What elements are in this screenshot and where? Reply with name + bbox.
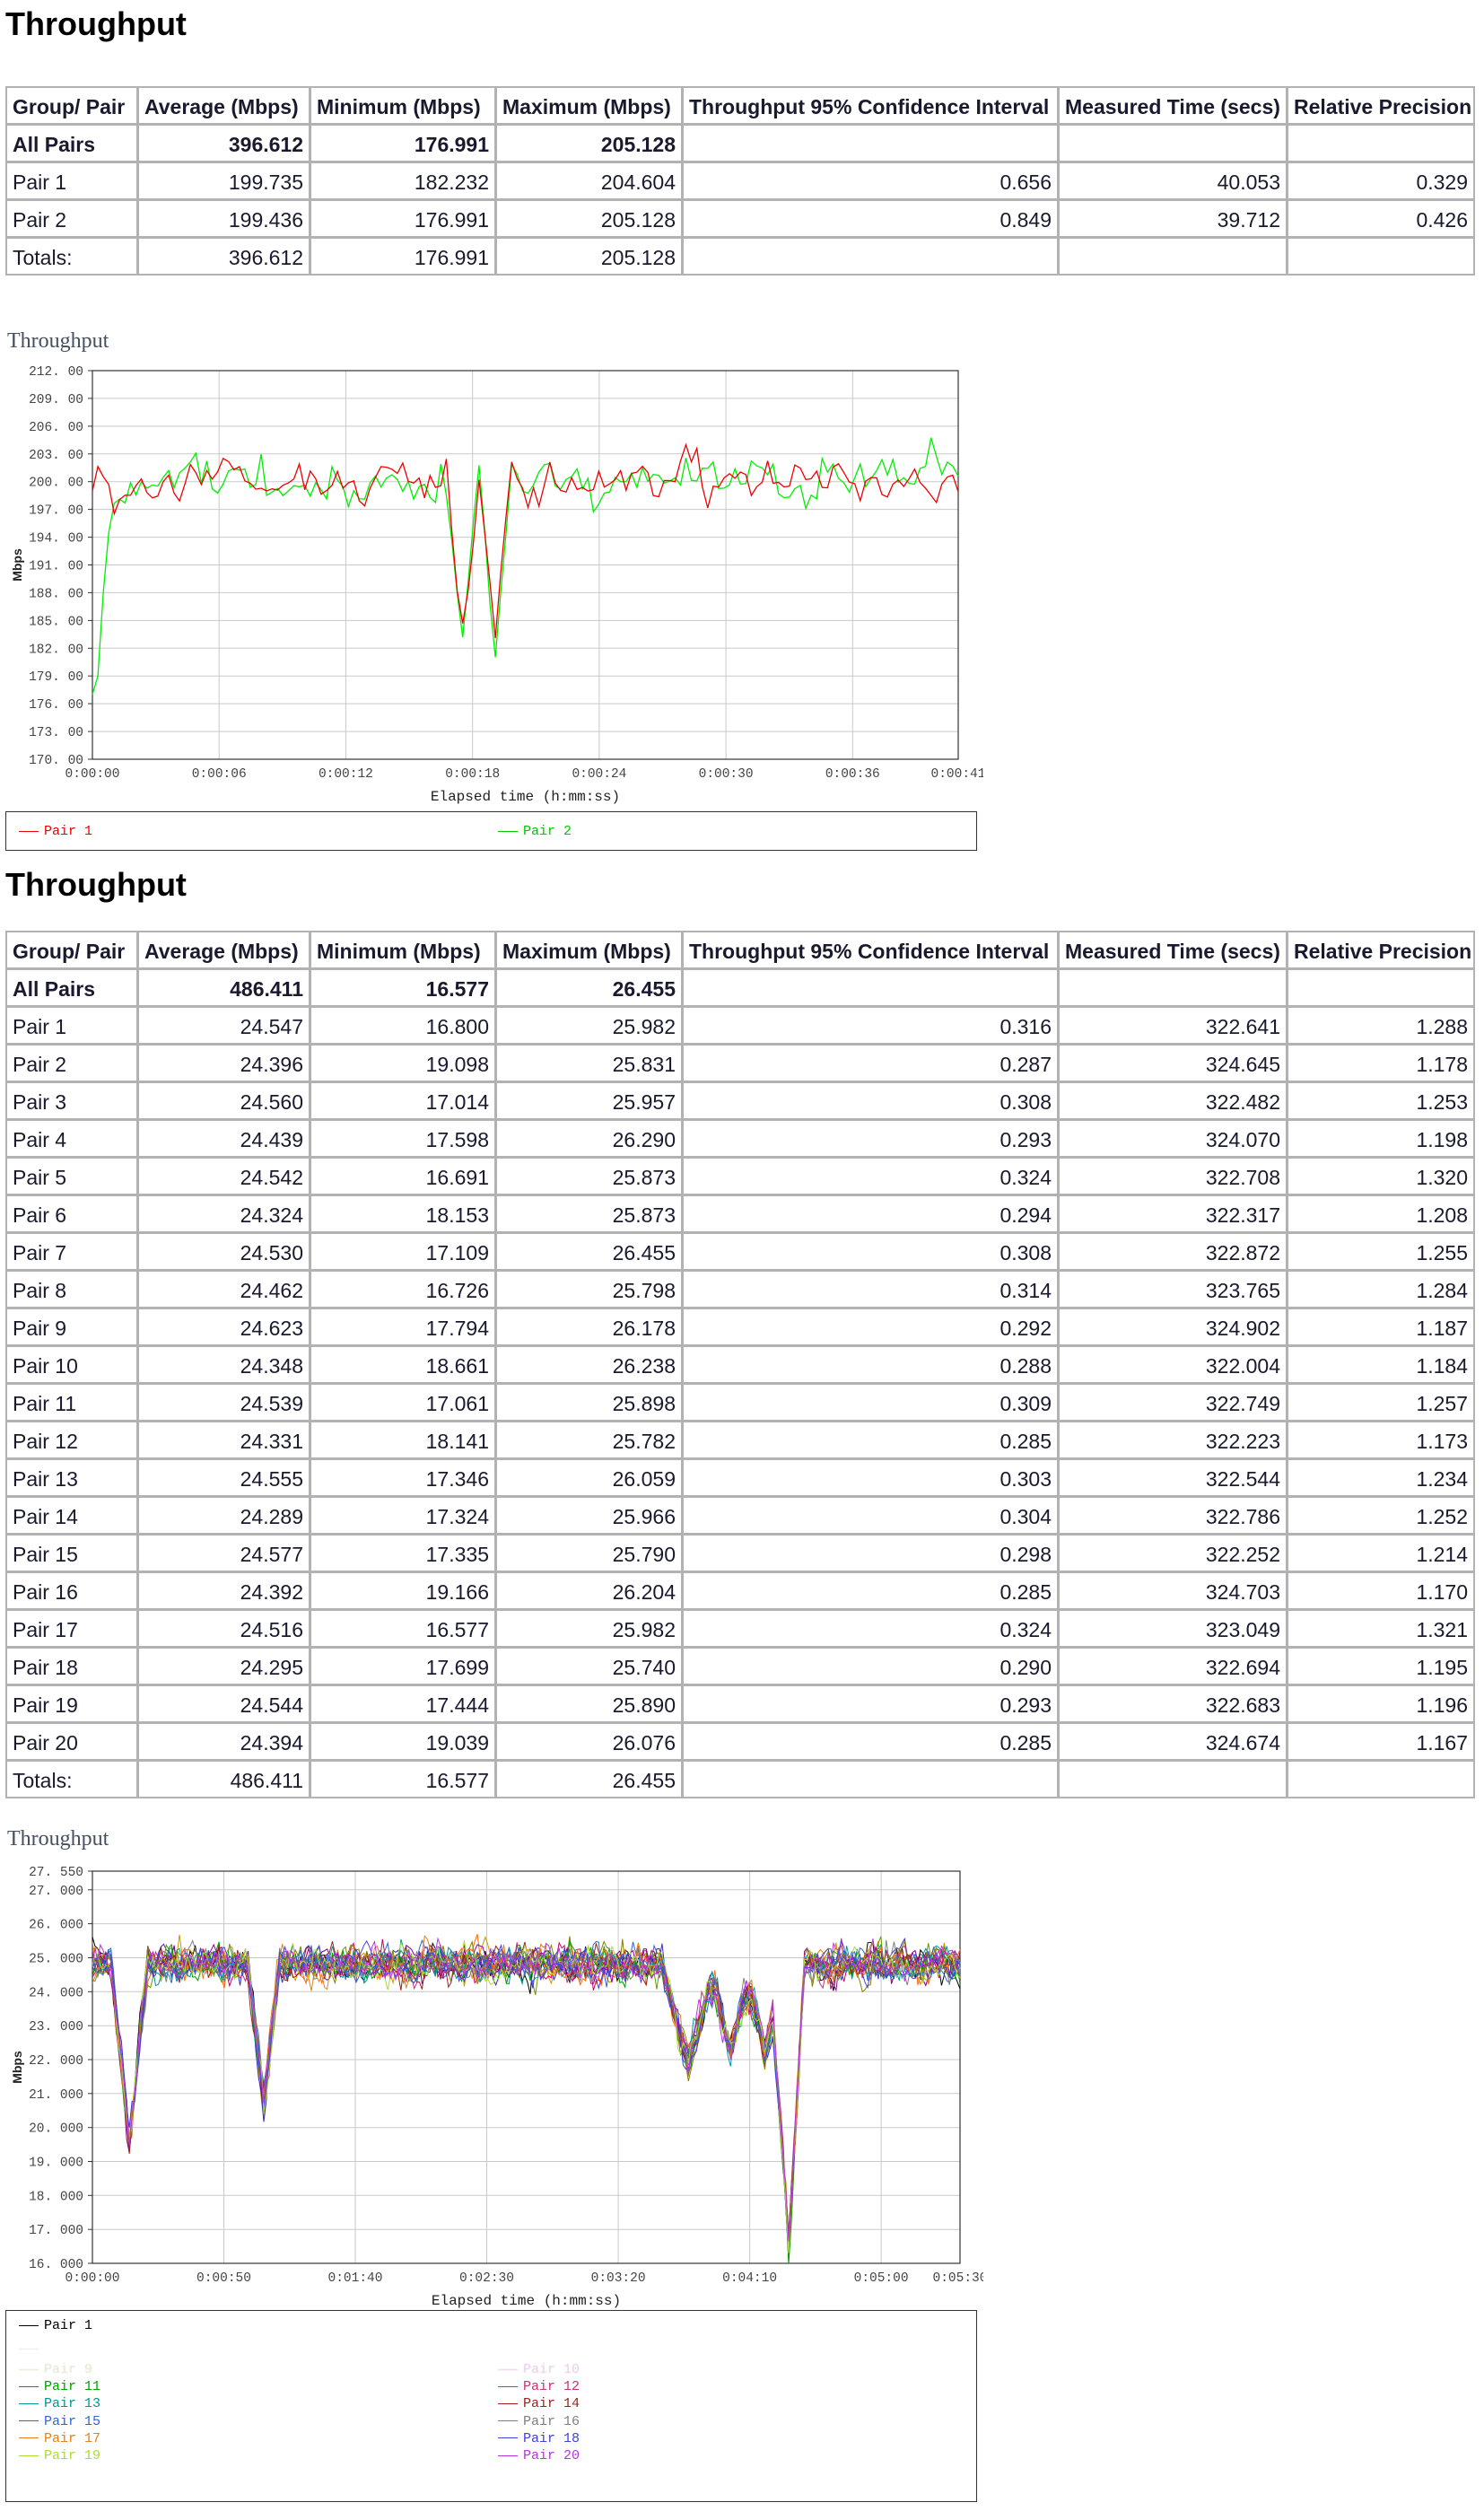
svg-text:0:05:30: 0:05:30	[933, 2271, 983, 2286]
svg-text:0:05:00: 0:05:00	[854, 2271, 909, 2286]
svg-text:25. 000: 25. 000	[29, 1953, 83, 1967]
svg-text:Mbps: Mbps	[10, 2051, 24, 2084]
svg-text:0:00:36: 0:00:36	[825, 767, 880, 782]
svg-text:194. 00: 194. 00	[29, 532, 83, 547]
svg-text:209. 00: 209. 00	[29, 393, 83, 407]
svg-text:18. 000: 18. 000	[29, 2190, 83, 2204]
svg-text:Elapsed time (h:mm:ss): Elapsed time (h:mm:ss)	[431, 789, 620, 805]
svg-text:0:00:30: 0:00:30	[699, 767, 754, 782]
svg-text:170. 00: 170. 00	[29, 754, 83, 768]
svg-text:24. 000: 24. 000	[29, 1986, 83, 2000]
svg-text:19. 000: 19. 000	[29, 2157, 83, 2171]
svg-text:Elapsed time (h:mm:ss): Elapsed time (h:mm:ss)	[432, 2293, 621, 2309]
svg-text:185. 00: 185. 00	[29, 615, 83, 629]
svg-text:191. 00: 191. 00	[29, 560, 83, 574]
svg-text:0:00:18: 0:00:18	[445, 767, 500, 782]
svg-text:212. 00: 212. 00	[29, 365, 83, 380]
svg-text:0:00:41: 0:00:41	[931, 767, 983, 782]
svg-text:20. 000: 20. 000	[29, 2122, 83, 2137]
svg-text:17. 000: 17. 000	[29, 2224, 83, 2238]
svg-text:200. 00: 200. 00	[29, 477, 83, 491]
svg-text:0:00:24: 0:00:24	[572, 767, 626, 782]
svg-text:26. 000: 26. 000	[29, 1919, 83, 1933]
svg-text:188. 00: 188. 00	[29, 587, 83, 601]
svg-text:0:00:12: 0:00:12	[319, 767, 373, 782]
svg-text:16. 000: 16. 000	[29, 2258, 83, 2272]
svg-text:Throughput: Throughput	[7, 1827, 109, 1851]
svg-text:203. 00: 203. 00	[29, 449, 83, 463]
svg-text:0:00:06: 0:00:06	[192, 767, 247, 782]
svg-text:0:00:00: 0:00:00	[65, 2271, 120, 2286]
svg-text:22. 000: 22. 000	[29, 2054, 83, 2069]
svg-text:0:00:00: 0:00:00	[65, 767, 120, 782]
svg-text:0:04:10: 0:04:10	[722, 2271, 777, 2286]
svg-text:0:03:20: 0:03:20	[591, 2271, 646, 2286]
svg-text:206. 00: 206. 00	[29, 421, 83, 435]
svg-text:176. 00: 176. 00	[29, 698, 83, 713]
svg-text:182. 00: 182. 00	[29, 643, 83, 657]
svg-text:Mbps: Mbps	[10, 548, 24, 582]
svg-text:27. 000: 27. 000	[29, 1885, 83, 1899]
svg-text:23. 000: 23. 000	[29, 2020, 83, 2034]
svg-text:27. 550: 27. 550	[29, 1866, 83, 1880]
svg-text:179. 00: 179. 00	[29, 670, 83, 685]
svg-text:173. 00: 173. 00	[29, 726, 83, 740]
svg-text:Throughput: Throughput	[7, 329, 109, 353]
svg-text:0:02:30: 0:02:30	[459, 2271, 514, 2286]
svg-text:0:00:50: 0:00:50	[196, 2271, 251, 2286]
svg-text:197. 00: 197. 00	[29, 504, 83, 519]
svg-text:21. 000: 21. 000	[29, 2088, 83, 2103]
svg-text:0:01:40: 0:01:40	[328, 2271, 383, 2286]
